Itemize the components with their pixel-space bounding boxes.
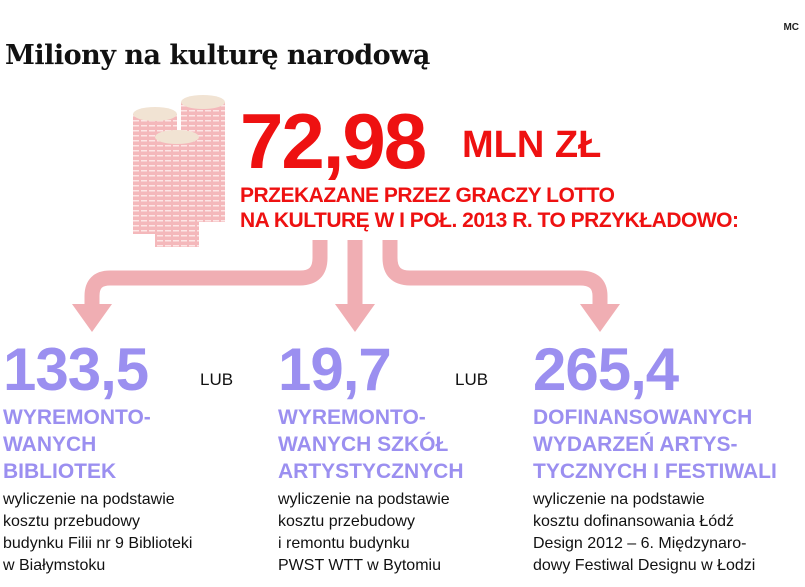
separator-lub: LUB [455, 370, 489, 389]
item-description: wyliczenie na podstawie kosztu przebudowy… [3, 491, 193, 574]
item-libraries: 133,5 WYREMONTO- WANYCH BIBLIOTEK wyliczen… [3, 338, 192, 577]
coin-stacks-icon [133, 95, 225, 247]
item-heading: WYREMONTO- WANYCH BIBLIOTEK [3, 406, 151, 483]
amount-unit: MLN ZŁ [462, 124, 602, 166]
arrow-right [382, 240, 608, 308]
credit: MC [783, 22, 799, 33]
amount: 72,98 [240, 97, 427, 185]
item-description: wyliczenie na podstawie kosztu dofinansow… [533, 491, 756, 574]
subtitle-line: PRZEKAZANE PRZEZ GRACZY LOTTO [240, 184, 615, 207]
item-value: 133,5 [3, 336, 149, 403]
arrow-head-middle [335, 304, 375, 332]
separator-lub: LUB [200, 370, 234, 389]
item-value: 19,7 [278, 336, 392, 403]
item-festivals: 265,4 DOFINANSOWANYCH WYDARZEŃ ARTYS- TYCZ… [533, 338, 777, 577]
item-art-schools: 19,7 WYREMONTO- WANYCH SZKÓŁ ARTYSTYCZNYCH… [278, 338, 464, 577]
page-title: Miliony na kulturę narodową [5, 40, 430, 71]
subtitle-line: NA KULTURĘ W I POŁ. 2013 R. TO PRZYKŁADO… [240, 209, 739, 232]
arrow-head-right [580, 304, 620, 332]
subtitle: PRZEKAZANE PRZEZ GRACZY LOTTO NA KULTURĘ… [240, 183, 739, 233]
flow-arrows [72, 240, 620, 332]
item-heading: WYREMONTO- WANYCH SZKÓŁ ARTYSTYCZNYCH [278, 406, 464, 483]
item-description: wyliczenie na podstawie kosztu przebudowy… [278, 491, 450, 574]
arrow-head-left [72, 304, 112, 332]
arrow-left [84, 240, 328, 308]
item-value: 265,4 [533, 336, 679, 403]
item-heading: DOFINANSOWANYCH WYDARZEŃ ARTYS- TYCZNYCH I… [533, 406, 777, 483]
